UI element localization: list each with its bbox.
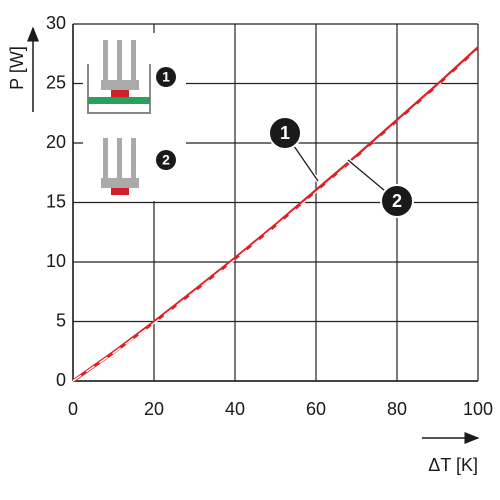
x-tick-label: 0: [68, 399, 78, 419]
callout-label: 1: [280, 123, 290, 143]
inset-diagram-2: [101, 138, 139, 195]
y-tick-label: 25: [46, 72, 66, 92]
inset-label: 2: [162, 152, 170, 168]
inset-badge: [156, 67, 176, 87]
callout-badge: [380, 184, 414, 218]
y-tick-label: 0: [56, 370, 66, 390]
y-tick-label: 15: [46, 191, 66, 211]
inset-diagram-1: [87, 40, 151, 114]
x-tick-label: 100: [463, 399, 493, 419]
inset-label: 1: [162, 69, 170, 85]
y-tick-label: 5: [56, 310, 66, 330]
y-axis-label: P [W]: [7, 46, 27, 90]
inset: [83, 33, 186, 201]
inset-badge: [156, 150, 176, 170]
callout-label: 2: [392, 191, 402, 211]
x-tick-label: 60: [306, 399, 326, 419]
x-tick-label: 40: [225, 399, 245, 419]
series-line: [72, 49, 479, 382]
x-axis-label: ΔT [K]: [428, 455, 478, 475]
series-line: [72, 46, 480, 383]
y-tick-label: 10: [46, 251, 66, 271]
y-tick-label: 20: [46, 132, 66, 152]
callout-badge: [268, 116, 302, 150]
x-tick-label: 20: [144, 399, 164, 419]
y-tick-label: 30: [46, 13, 66, 33]
x-tick-label: 80: [387, 399, 407, 419]
